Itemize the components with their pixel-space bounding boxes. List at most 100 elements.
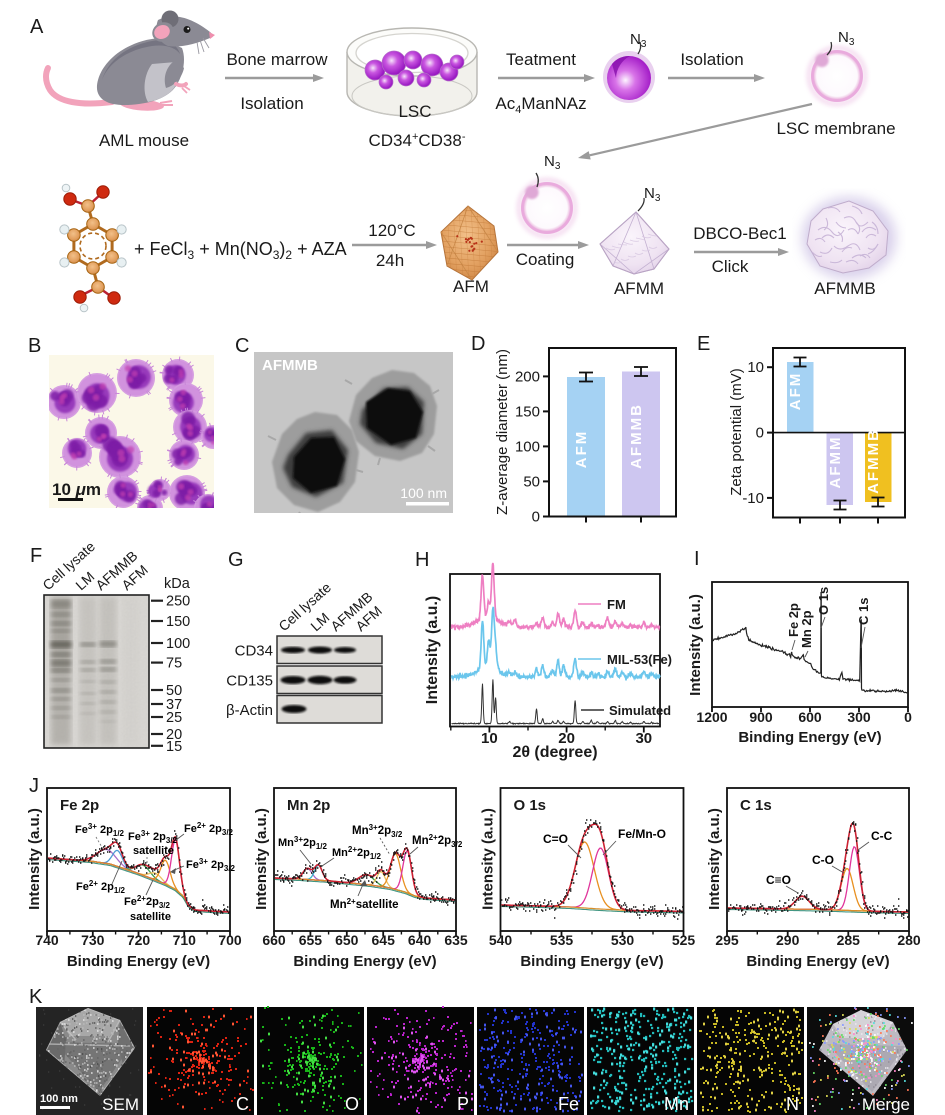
svg-text:Fe3+ 2p3/2: Fe3+ 2p3/2 — [128, 829, 178, 845]
svg-text:120°C: 120°C — [368, 221, 415, 240]
svg-text:10 μm: 10 μm — [52, 480, 101, 499]
svg-text:700: 700 — [218, 932, 242, 948]
svg-text:FM: FM — [607, 597, 626, 612]
svg-text:+ FeCl3 + Mn(NO3)2 + AZA: + FeCl3 + Mn(NO3)2 + AZA — [134, 239, 347, 262]
svg-text:525: 525 — [672, 932, 696, 948]
svg-text:-10: -10 — [742, 490, 764, 507]
svg-text:10: 10 — [747, 359, 764, 376]
svg-text:satellite: satellite — [133, 845, 174, 857]
svg-text:I: I — [694, 548, 700, 570]
svg-text:285: 285 — [837, 932, 861, 948]
svg-text:0: 0 — [756, 425, 764, 442]
svg-text:25: 25 — [166, 710, 182, 726]
svg-text:200: 200 — [515, 368, 540, 385]
svg-text:Intensity (a.u.): Intensity (a.u.) — [480, 808, 497, 910]
svg-text:Fe 2p: Fe 2p — [786, 603, 801, 637]
svg-text:540: 540 — [489, 932, 513, 948]
svg-text:J: J — [29, 775, 39, 797]
svg-text:100: 100 — [515, 438, 540, 455]
svg-text:Mn 2p: Mn 2p — [799, 610, 814, 648]
svg-text:Binding Energy (eV): Binding Energy (eV) — [738, 729, 881, 746]
svg-text:H: H — [415, 549, 429, 571]
svg-text:Mn3+2p1/2: Mn3+2p1/2 — [278, 835, 328, 851]
svg-text:Bone marrow: Bone marrow — [226, 50, 328, 69]
svg-text:Coating: Coating — [516, 250, 575, 269]
svg-text:660: 660 — [262, 932, 286, 948]
svg-text:0: 0 — [904, 709, 912, 725]
svg-text:Simulated: Simulated — [609, 703, 671, 718]
svg-text:250: 250 — [166, 594, 190, 610]
svg-text:C 1s: C 1s — [856, 598, 871, 625]
svg-text:C: C — [235, 335, 249, 357]
svg-text:LSC membrane: LSC membrane — [776, 119, 895, 138]
svg-text:Binding Energy (eV): Binding Energy (eV) — [746, 953, 889, 970]
svg-text:C-C: C-C — [871, 829, 893, 843]
svg-text:Intensity (a.u.): Intensity (a.u.) — [706, 808, 723, 910]
svg-text:C 1s: C 1s — [740, 797, 772, 814]
svg-text:Intensity (a.u.): Intensity (a.u.) — [253, 808, 270, 910]
svg-text:A: A — [30, 16, 44, 38]
svg-text:600: 600 — [798, 709, 822, 725]
svg-text:C: C — [236, 1094, 249, 1114]
svg-text:G: G — [228, 549, 244, 571]
svg-text:100 nm: 100 nm — [400, 485, 447, 501]
svg-text:Merge: Merge — [862, 1095, 910, 1114]
svg-text:E: E — [697, 333, 710, 355]
svg-text:AFMMB: AFMMB — [814, 279, 875, 298]
svg-text:720: 720 — [127, 932, 151, 948]
svg-text:D: D — [471, 333, 485, 355]
svg-text:P: P — [457, 1094, 469, 1114]
svg-text:710: 710 — [173, 932, 197, 948]
svg-text:Fe3+ 2p1/2: Fe3+ 2p1/2 — [75, 822, 125, 838]
svg-text:CD34+CD38-: CD34+CD38- — [368, 131, 465, 150]
svg-text:Teatment: Teatment — [506, 50, 576, 69]
svg-text:C-O: C-O — [812, 853, 834, 867]
svg-text:Mn3+2p3/2: Mn3+2p3/2 — [352, 823, 403, 839]
svg-text:640: 640 — [408, 932, 432, 948]
svg-text:Fe 2p: Fe 2p — [60, 797, 99, 814]
svg-text:730: 730 — [81, 932, 105, 948]
svg-text:N: N — [786, 1094, 799, 1114]
svg-text:37: 37 — [166, 697, 182, 713]
svg-text:MIL-53(Fe): MIL-53(Fe) — [607, 652, 672, 667]
svg-text:Intensity (a.u.): Intensity (a.u.) — [687, 594, 704, 696]
svg-text:Isolation: Isolation — [680, 50, 743, 69]
svg-text:24h: 24h — [376, 251, 404, 270]
svg-text:Z-average diameter (nm): Z-average diameter (nm) — [494, 349, 511, 515]
svg-text:C=O: C=O — [543, 832, 568, 846]
svg-text:Fe3+ 2p3/2: Fe3+ 2p3/2 — [186, 857, 236, 873]
svg-text:AFM: AFM — [453, 277, 489, 296]
svg-text:290: 290 — [776, 932, 800, 948]
svg-text:AFMM: AFMM — [614, 279, 664, 298]
svg-text:10: 10 — [481, 730, 498, 747]
svg-text:B: B — [28, 335, 41, 357]
svg-text:satellite: satellite — [130, 911, 171, 923]
svg-text:20: 20 — [166, 727, 182, 743]
svg-text:AFMMB: AFMMB — [865, 428, 882, 494]
svg-text:CD135: CD135 — [226, 673, 273, 690]
svg-text:Isolation: Isolation — [240, 94, 303, 113]
svg-text:30: 30 — [635, 730, 652, 747]
svg-text:Binding Energy (eV): Binding Energy (eV) — [67, 953, 210, 970]
svg-text:Zeta potential (mV): Zeta potential (mV) — [728, 368, 745, 496]
svg-text:Mn2+satellite: Mn2+satellite — [330, 897, 399, 911]
svg-text:150: 150 — [515, 403, 540, 420]
svg-text:SEM: SEM — [102, 1095, 139, 1114]
svg-text:C≡O: C≡O — [766, 873, 791, 887]
svg-text:Click: Click — [712, 257, 749, 276]
svg-text:AFMMB: AFMMB — [262, 357, 318, 374]
svg-text:150: 150 — [166, 614, 190, 630]
svg-text:Mn2+2p3/2: Mn2+2p3/2 — [412, 833, 463, 849]
svg-text:AFM: AFM — [573, 430, 590, 469]
svg-text:1200: 1200 — [696, 709, 727, 725]
svg-text:50: 50 — [523, 473, 540, 490]
svg-text:535: 535 — [550, 932, 574, 948]
svg-text:O: O — [345, 1094, 359, 1114]
svg-text:DBCO-Bec1: DBCO-Bec1 — [693, 224, 787, 243]
svg-text:AFM: AFM — [787, 372, 804, 411]
svg-text:K: K — [29, 986, 43, 1008]
svg-text:AFMM: AFMM — [827, 436, 844, 489]
svg-text:635: 635 — [444, 932, 468, 948]
svg-text:2θ (degree): 2θ (degree) — [512, 744, 597, 761]
svg-text:Mn 2p: Mn 2p — [287, 797, 330, 814]
